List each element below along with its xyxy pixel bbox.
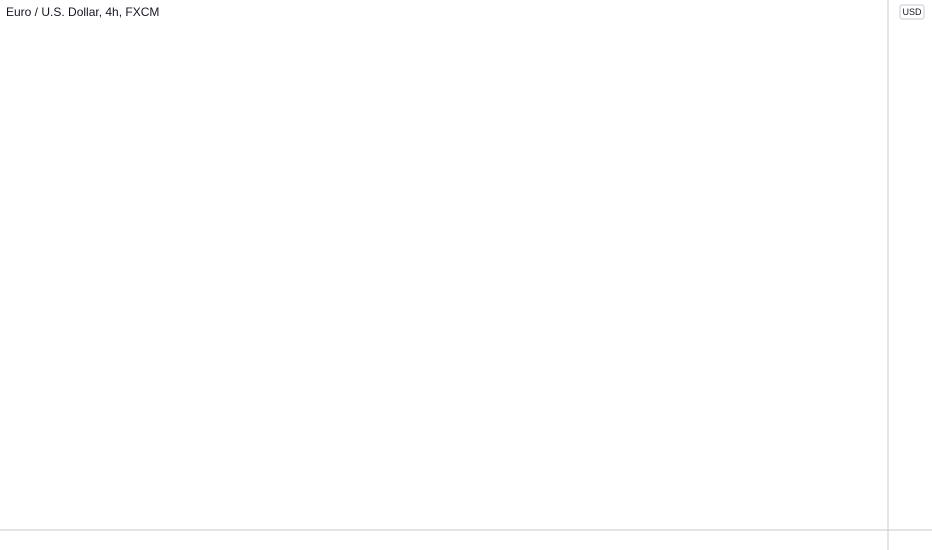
currency: USD: [902, 7, 922, 17]
chart-title: Euro / U.S. Dollar, 4h, FXCM: [6, 5, 159, 19]
currency-box: [899, 4, 925, 20]
